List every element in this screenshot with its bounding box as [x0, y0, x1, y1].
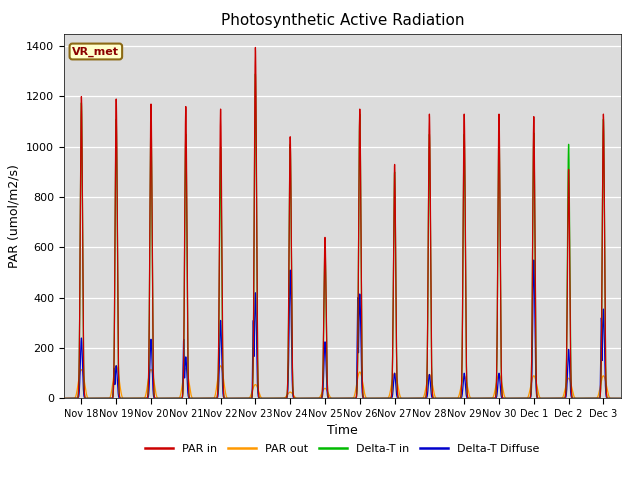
Legend: PAR in, PAR out, Delta-T in, Delta-T Diffuse: PAR in, PAR out, Delta-T in, Delta-T Dif… [141, 440, 544, 458]
X-axis label: Time: Time [327, 424, 358, 437]
Title: Photosynthetic Active Radiation: Photosynthetic Active Radiation [221, 13, 464, 28]
Text: VR_met: VR_met [72, 47, 119, 57]
Y-axis label: PAR (umol/m2/s): PAR (umol/m2/s) [8, 164, 20, 268]
